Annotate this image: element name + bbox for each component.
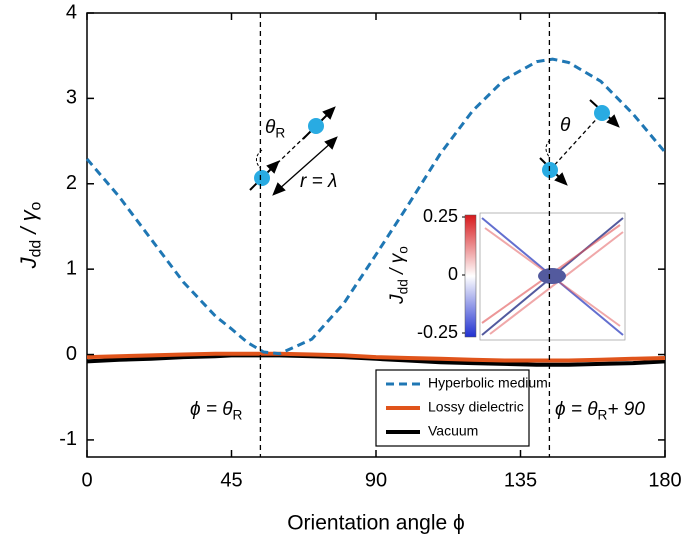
y-axis-label: Jdd / γo [16,201,45,269]
annotation: θ [560,115,571,136]
curves [85,57,667,367]
x-axis-label: Orientation angle ϕ [287,512,465,535]
text-part: ϕ = θ [555,399,598,420]
y-tick-label: 1 [66,257,77,279]
text-part: ϕ = θ [190,399,233,420]
x-tick-label: 0 [81,469,92,491]
text-part: r = λ [300,171,337,192]
inset [464,212,626,341]
legend-label: Vacuum [428,423,478,439]
dipole-diagram [249,99,620,196]
y-tick-label: 4 [66,1,77,23]
legend-label: Lossy dielectric [428,399,524,415]
text-part: / γ [16,208,41,239]
text-part: θ [560,115,571,136]
annotation: θR [265,117,285,140]
x-tick-label: 135 [504,469,537,491]
x-tick-label: 45 [220,469,242,491]
text-part: o [395,246,410,254]
colorbar [464,214,477,338]
annotation: ϕ = θR+ 90 [555,399,645,422]
text-part: R [598,407,608,422]
y-tick-label: 3 [66,87,77,109]
text-part: R [275,125,285,140]
series-line [85,57,667,356]
text-part: θ [265,117,276,138]
text-part: + 90 [607,399,645,420]
text-part: J [16,256,41,269]
inset-pattern [481,217,624,336]
y-tick-label: 0 [66,343,77,365]
text-part: R [233,407,243,422]
text-part: dd [28,240,45,258]
inset-tick-label: 0.25 [423,206,458,226]
y-tick-label: -1 [59,428,77,450]
annotation: r = λ [300,171,337,192]
text-part: o [28,201,45,210]
series-line [86,351,666,363]
inset-tick-label: 0 [448,264,458,284]
y-tick-label: 2 [66,172,77,194]
text-part: J [387,294,408,305]
x-tick-label: 90 [365,469,387,491]
text-part: / γ [387,252,408,279]
annotation: ϕ = θR [190,399,243,422]
legend-label: Hyperbolic medium [428,375,548,391]
text-part: dd [395,279,410,294]
x-tick-label: 180 [648,469,681,491]
inset-y-label: Jdd / γo [387,246,410,305]
inset-tick-label: -0.25 [417,322,458,342]
